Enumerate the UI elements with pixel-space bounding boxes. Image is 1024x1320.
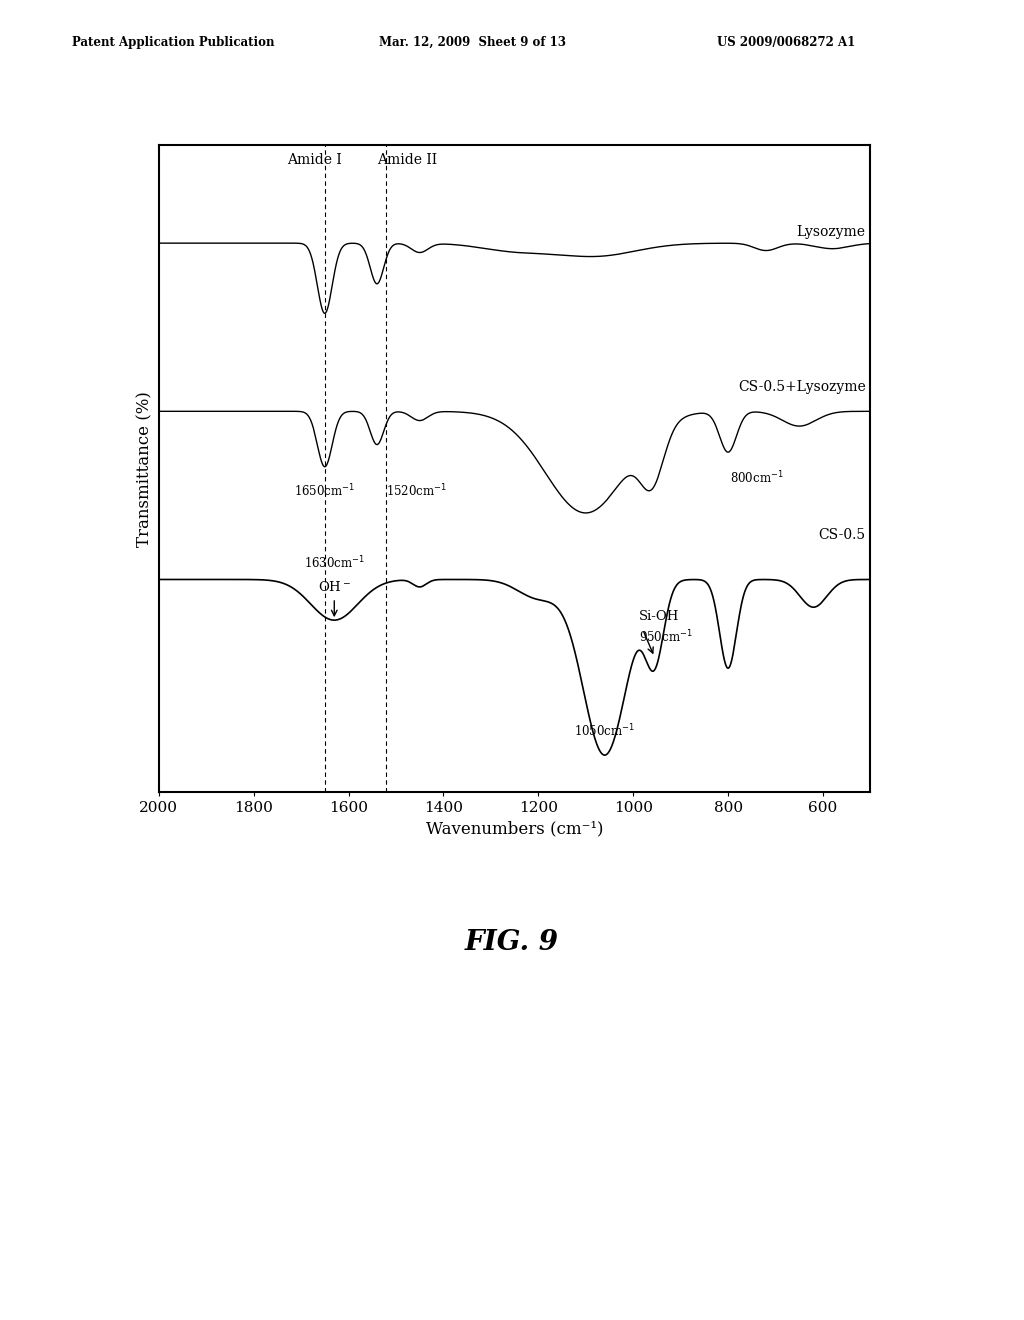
Text: 1630cm$^{-1}$: 1630cm$^{-1}$	[304, 554, 365, 572]
Text: 1520cm$^{-1}$: 1520cm$^{-1}$	[386, 483, 447, 499]
Text: 950cm$^{-1}$: 950cm$^{-1}$	[639, 628, 692, 645]
Text: 1650cm$^{-1}$: 1650cm$^{-1}$	[294, 483, 355, 499]
Text: US 2009/0068272 A1: US 2009/0068272 A1	[717, 36, 855, 49]
Text: CS-0.5+Lysozyme: CS-0.5+Lysozyme	[738, 380, 865, 393]
Text: CS-0.5: CS-0.5	[818, 528, 865, 541]
Text: FIG. 9: FIG. 9	[465, 929, 559, 957]
Text: Mar. 12, 2009  Sheet 9 of 13: Mar. 12, 2009 Sheet 9 of 13	[379, 36, 566, 49]
Text: 1050cm$^{-1}$: 1050cm$^{-1}$	[574, 723, 635, 739]
Text: Amide I: Amide I	[287, 153, 342, 166]
Text: Amide II: Amide II	[377, 153, 437, 166]
X-axis label: Wavenumbers (cm⁻¹): Wavenumbers (cm⁻¹)	[426, 821, 603, 838]
Text: 800cm$^{-1}$: 800cm$^{-1}$	[730, 470, 784, 486]
Text: Patent Application Publication: Patent Application Publication	[72, 36, 274, 49]
Text: OH$^-$: OH$^-$	[317, 579, 351, 594]
Text: Si-OH: Si-OH	[639, 610, 679, 623]
Y-axis label: Transmittance (%): Transmittance (%)	[136, 391, 154, 546]
Text: Lysozyme: Lysozyme	[797, 224, 865, 239]
